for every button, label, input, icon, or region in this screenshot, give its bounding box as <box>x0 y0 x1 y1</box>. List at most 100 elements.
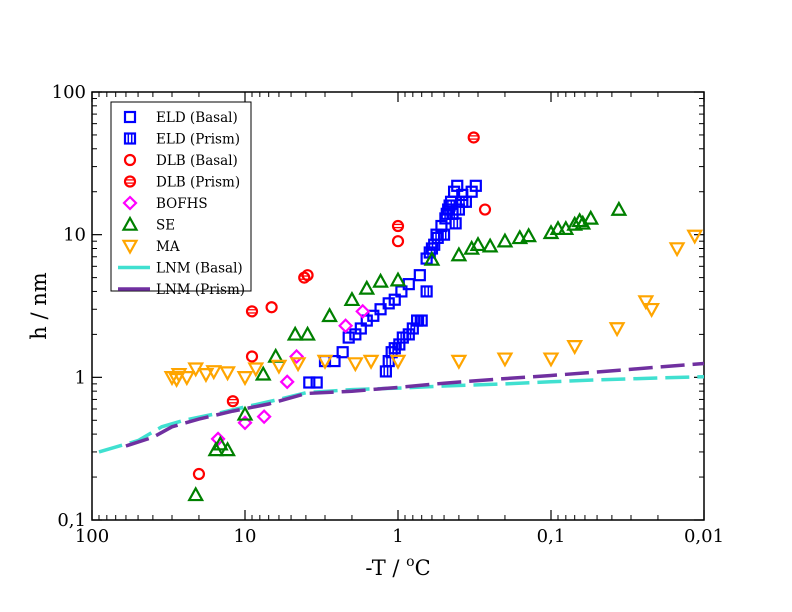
data-point <box>358 279 376 295</box>
marker-circle <box>391 219 405 233</box>
legend-label: MA <box>156 239 180 255</box>
series-bofhs <box>210 303 371 447</box>
data-point <box>123 175 137 188</box>
data-point <box>219 366 236 382</box>
data-point <box>608 322 626 338</box>
legend-label: ELD (Prism) <box>156 132 240 148</box>
data-point <box>342 331 355 344</box>
marker-square <box>123 110 137 124</box>
legend-item: MA <box>121 239 180 255</box>
data-point <box>219 441 236 457</box>
marker-square <box>393 338 406 351</box>
data-point <box>236 405 254 421</box>
data-point <box>237 415 253 431</box>
marker-circle <box>478 203 492 216</box>
data-point <box>469 179 482 192</box>
data-point <box>582 209 600 225</box>
data-point <box>211 435 229 451</box>
data-point <box>289 348 305 365</box>
marker-circle <box>298 271 311 284</box>
data-point <box>299 325 316 341</box>
marker-circle <box>123 153 137 167</box>
data-point <box>321 307 338 323</box>
data-point <box>270 359 288 375</box>
x-tick-label: 1 <box>392 526 403 547</box>
data-point <box>121 239 139 255</box>
data-point <box>245 350 259 363</box>
data-point <box>247 362 265 378</box>
x-axis-title: -T / oC <box>365 554 430 580</box>
data-point <box>279 374 295 390</box>
data-point <box>346 357 364 373</box>
x-tick-label: 10 <box>234 526 257 547</box>
data-point <box>298 271 311 284</box>
marker-square <box>123 132 137 145</box>
data-point <box>449 217 462 230</box>
axis-ticks: 100 10 1 0,1 0,01 0,1 1 10 100 <box>52 82 724 547</box>
series-lnm-prism <box>125 361 705 448</box>
x-axis-title-superscript: o <box>406 554 414 570</box>
x-axis-title-main: -T / <box>365 556 406 580</box>
marker-square <box>367 309 380 322</box>
data-point <box>316 354 334 370</box>
data-point <box>643 302 660 319</box>
marker-circle <box>265 301 278 314</box>
marker-square <box>415 314 428 327</box>
legend-label: LNM (Basal) <box>156 261 243 277</box>
data-point <box>496 352 514 368</box>
y-tick-label: 1 <box>75 367 86 388</box>
data-point <box>391 219 405 233</box>
marker-square <box>388 293 401 306</box>
legend-item: LNM (Basal) <box>118 261 243 277</box>
x-tick-label: 100 <box>75 526 109 547</box>
legend-item: ELD (Basal) <box>123 110 238 126</box>
data-point <box>423 250 441 266</box>
data-point <box>256 409 272 425</box>
marker-square <box>310 376 323 389</box>
data-point <box>511 229 529 245</box>
data-point <box>481 237 499 253</box>
data-point <box>289 357 307 373</box>
legend-label: LNM (Prism) <box>156 282 245 298</box>
marker-square <box>428 238 441 251</box>
data-point <box>286 325 304 341</box>
data-point <box>520 227 538 243</box>
legend: ELD (Basal) ELD (Prism) DLB (Basal) DLB (Pr… <box>110 101 252 298</box>
data-point <box>388 293 401 306</box>
data-point <box>566 340 584 356</box>
data-point <box>450 246 468 262</box>
legend-label: BOFHS <box>156 196 208 212</box>
y-axis-title: h / nm <box>27 272 51 339</box>
x-tick-label: 0,01 <box>684 526 724 547</box>
legend-item: BOFHS <box>122 195 208 212</box>
y-tick-label: 100 <box>52 82 86 103</box>
series-se <box>187 200 628 502</box>
data-point <box>123 132 137 145</box>
marker-square <box>342 331 355 344</box>
legend-label: DLB (Prism) <box>156 175 240 191</box>
data-point <box>542 352 560 368</box>
marker-circle <box>123 175 137 188</box>
data-point <box>391 235 405 248</box>
series-eld-prism <box>379 195 469 378</box>
data-point <box>245 305 259 318</box>
data-point <box>450 354 468 370</box>
data-point <box>463 239 481 255</box>
data-point <box>121 215 139 231</box>
marker-circle <box>245 350 259 363</box>
x-tick-label: 0,1 <box>537 526 566 547</box>
marker-square <box>449 217 462 230</box>
data-point <box>192 467 206 481</box>
y-tick-label: 10 <box>63 225 86 246</box>
legend-item: DLB (Prism) <box>123 175 240 191</box>
data-point <box>467 131 480 144</box>
data-point <box>123 110 137 124</box>
data-point <box>372 272 389 288</box>
data-point <box>402 278 415 291</box>
marker-square <box>402 278 415 291</box>
data-point <box>496 232 514 248</box>
legend-item: LNM (Prism) <box>118 282 245 298</box>
data-point <box>338 318 354 334</box>
data-point <box>420 285 433 298</box>
data-point <box>686 229 704 245</box>
